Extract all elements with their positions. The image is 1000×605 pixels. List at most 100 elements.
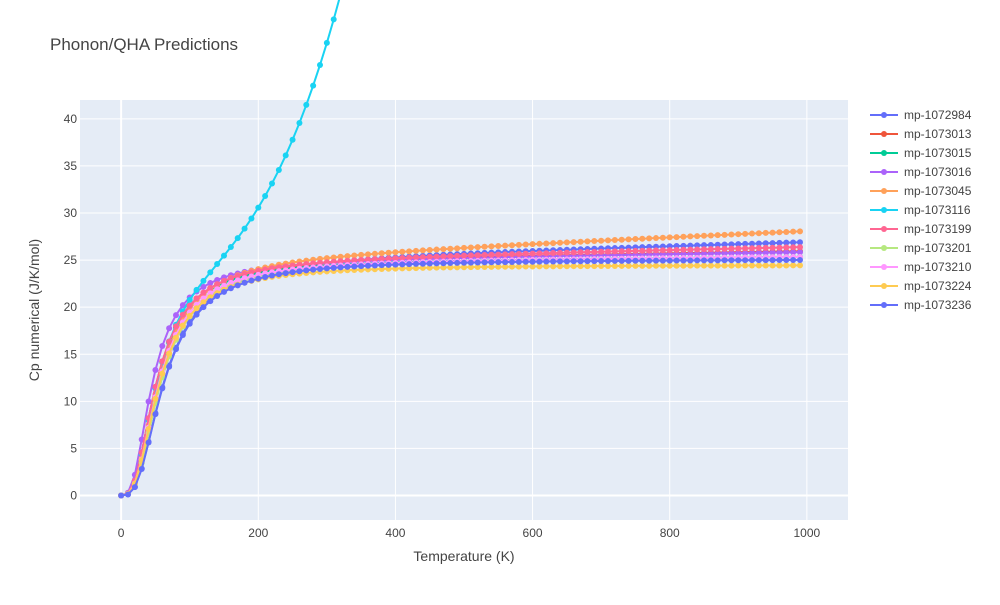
data-point[interactable]: [749, 240, 755, 247]
data-point[interactable]: [447, 253, 454, 260]
plot-area[interactable]: [80, 100, 848, 520]
data-point[interactable]: [701, 250, 707, 257]
data-point[interactable]: [755, 240, 762, 247]
data-point[interactable]: [591, 248, 598, 255]
data-point[interactable]: [426, 260, 433, 267]
data-point[interactable]: [570, 249, 577, 256]
data-point[interactable]: [570, 239, 577, 246]
data-point[interactable]: [680, 250, 687, 257]
data-point[interactable]: [186, 320, 193, 327]
data-point[interactable]: [625, 236, 632, 243]
legend-item-mp-1073116[interactable]: mp-1073116: [870, 203, 971, 217]
data-point[interactable]: [310, 266, 317, 273]
data-point[interactable]: [769, 249, 776, 256]
data-point[interactable]: [159, 370, 166, 377]
data-point[interactable]: [783, 228, 790, 235]
data-point[interactable]: [769, 257, 776, 264]
data-point[interactable]: [255, 267, 262, 274]
data-point[interactable]: [419, 247, 426, 254]
data-point[interactable]: [680, 257, 687, 264]
data-point[interactable]: [707, 241, 714, 248]
data-point[interactable]: [145, 398, 152, 405]
data-point[interactable]: [385, 255, 392, 262]
data-point[interactable]: [467, 264, 474, 271]
data-point[interactable]: [467, 259, 474, 266]
data-point[interactable]: [721, 245, 728, 252]
data-point[interactable]: [728, 231, 735, 238]
data-point[interactable]: [701, 232, 707, 239]
data-point[interactable]: [584, 258, 591, 265]
data-point[interactable]: [598, 258, 605, 265]
data-point[interactable]: [666, 262, 673, 269]
data-point[interactable]: [618, 248, 625, 255]
data-point[interactable]: [598, 263, 605, 270]
data-point[interactable]: [762, 240, 769, 247]
data-point[interactable]: [714, 257, 721, 264]
data-point[interactable]: [440, 260, 447, 267]
data-point[interactable]: [707, 250, 714, 257]
data-point[interactable]: [563, 239, 570, 246]
data-point[interactable]: [502, 242, 509, 249]
data-point[interactable]: [330, 264, 337, 271]
data-point[interactable]: [591, 263, 598, 270]
data-point[interactable]: [735, 262, 742, 269]
data-point[interactable]: [584, 263, 591, 270]
data-point[interactable]: [179, 322, 186, 329]
data-point[interactable]: [543, 258, 550, 265]
data-point[interactable]: [776, 244, 783, 251]
legend-item-mp-1073236[interactable]: mp-1073236: [870, 298, 972, 312]
data-point[interactable]: [721, 231, 728, 238]
data-point[interactable]: [488, 251, 495, 258]
data-point[interactable]: [262, 273, 269, 280]
data-point[interactable]: [193, 295, 200, 302]
data-point[interactable]: [371, 250, 378, 257]
data-point[interactable]: [742, 262, 749, 269]
data-point[interactable]: [179, 302, 186, 309]
data-point[interactable]: [618, 262, 625, 269]
data-point[interactable]: [673, 246, 680, 253]
data-point[interactable]: [207, 280, 214, 287]
data-point[interactable]: [193, 286, 200, 293]
data-point[interactable]: [275, 166, 282, 173]
data-point[interactable]: [550, 240, 557, 247]
data-point[interactable]: [646, 247, 653, 254]
data-point[interactable]: [611, 262, 618, 269]
data-point[interactable]: [145, 425, 152, 432]
data-point[interactable]: [365, 262, 371, 269]
data-point[interactable]: [454, 259, 461, 266]
data-point[interactable]: [289, 269, 296, 276]
data-point[interactable]: [406, 248, 413, 255]
data-point[interactable]: [666, 234, 673, 241]
data-point[interactable]: [577, 238, 584, 245]
data-point[interactable]: [426, 246, 433, 253]
data-point[interactable]: [481, 263, 488, 270]
data-point[interactable]: [509, 251, 515, 258]
data-point[interactable]: [200, 277, 207, 284]
data-point[interactable]: [742, 257, 749, 264]
data-point[interactable]: [227, 285, 234, 292]
data-point[interactable]: [735, 231, 742, 238]
data-point[interactable]: [742, 245, 749, 252]
data-point[interactable]: [790, 249, 797, 256]
data-point[interactable]: [248, 273, 255, 280]
data-point[interactable]: [495, 259, 502, 266]
data-point[interactable]: [234, 282, 241, 289]
data-point[interactable]: [282, 270, 289, 277]
data-point[interactable]: [749, 245, 755, 252]
data-point[interactable]: [543, 263, 550, 270]
data-point[interactable]: [296, 119, 303, 126]
data-point[interactable]: [694, 250, 701, 257]
data-point[interactable]: [563, 258, 570, 265]
data-point[interactable]: [344, 253, 351, 260]
data-point[interactable]: [337, 253, 344, 260]
data-point[interactable]: [790, 228, 797, 235]
data-point[interactable]: [413, 247, 419, 254]
data-point[interactable]: [447, 260, 454, 267]
data-point[interactable]: [550, 258, 557, 265]
data-point[interactable]: [529, 263, 536, 270]
data-point[interactable]: [221, 277, 227, 284]
data-point[interactable]: [509, 258, 515, 265]
data-point[interactable]: [522, 241, 529, 248]
data-point[interactable]: [721, 250, 728, 257]
data-point[interactable]: [762, 244, 769, 251]
